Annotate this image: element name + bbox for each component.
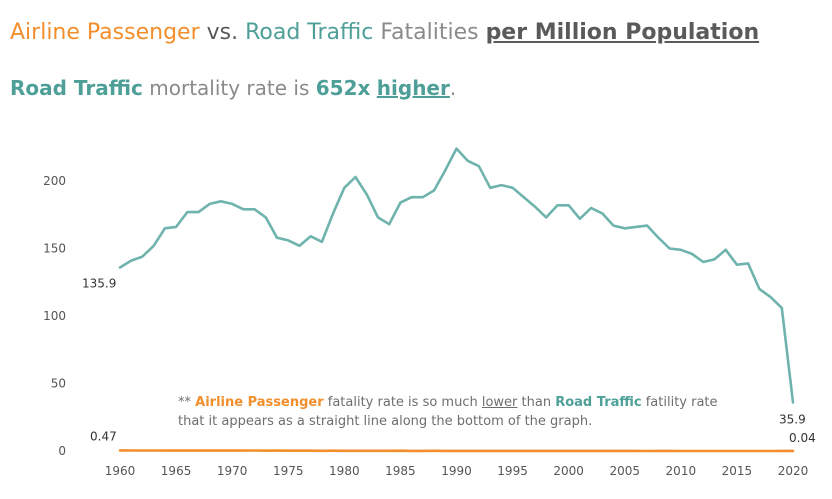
x-tick-label: 2005 xyxy=(609,464,640,478)
x-tick-label: 2010 xyxy=(666,464,697,478)
airline-passenger-line xyxy=(118,449,795,453)
title-road: Road Traffic xyxy=(245,20,374,45)
road-start-label: 135.9 xyxy=(82,277,116,291)
x-tick-label: 1980 xyxy=(329,464,360,478)
title-per-million: per Million Population xyxy=(485,20,760,45)
note-text-2: than xyxy=(517,395,556,410)
note-lower: lower xyxy=(481,395,518,410)
x-tick-label: 2020 xyxy=(778,464,809,478)
y-tick-label: 150 xyxy=(43,242,66,256)
x-tick-label: 1960 xyxy=(105,464,136,478)
y-tick-label: 0 xyxy=(58,444,66,458)
subtitle-multiplier: 652x xyxy=(315,76,371,100)
title-airline: Airline Passenger xyxy=(10,20,200,45)
note-airline: Airline Passenger xyxy=(195,395,324,410)
y-tick-label: 200 xyxy=(43,174,66,188)
road-traffic-line xyxy=(118,147,795,404)
road-end-label: 35.9 xyxy=(779,413,806,427)
note-road: Road Traffic xyxy=(555,395,642,410)
x-tick-label: 2015 xyxy=(722,464,753,478)
title-vs: vs. xyxy=(199,20,246,45)
x-tick-label: 2000 xyxy=(553,464,584,478)
subtitle-mortality: mortality rate is xyxy=(142,76,316,100)
x-tick-label: 1975 xyxy=(273,464,304,478)
chart-annotation: ** Airline Passenger fatality rate is so… xyxy=(178,393,738,431)
airline-start-label: 0.47 xyxy=(90,429,117,443)
airline-end-label: 0.04 xyxy=(789,431,816,445)
x-tick-label: 1995 xyxy=(497,464,528,478)
x-tick-label: 1985 xyxy=(385,464,416,478)
y-tick-label: 50 xyxy=(51,377,66,391)
y-tick-label: 100 xyxy=(43,309,66,323)
chart-subtitle: Road Traffic mortality rate is 652x high… xyxy=(10,76,456,100)
x-tick-label: 1965 xyxy=(161,464,192,478)
note-text-3: fatility rate that it appears as a strai… xyxy=(178,395,718,429)
note-text-1: fatality rate is so much xyxy=(323,395,482,410)
subtitle-higher: higher xyxy=(376,76,450,100)
subtitle-road: Road Traffic xyxy=(10,76,143,100)
note-prefix: ** xyxy=(178,395,196,410)
chart-title: Airline Passenger vs. Road Traffic Fatal… xyxy=(10,20,759,45)
subtitle-period: . xyxy=(449,76,457,100)
x-tick-label: 1970 xyxy=(217,464,248,478)
x-tick-label: 1990 xyxy=(441,464,472,478)
title-fatalities: Fatalities xyxy=(373,20,486,45)
